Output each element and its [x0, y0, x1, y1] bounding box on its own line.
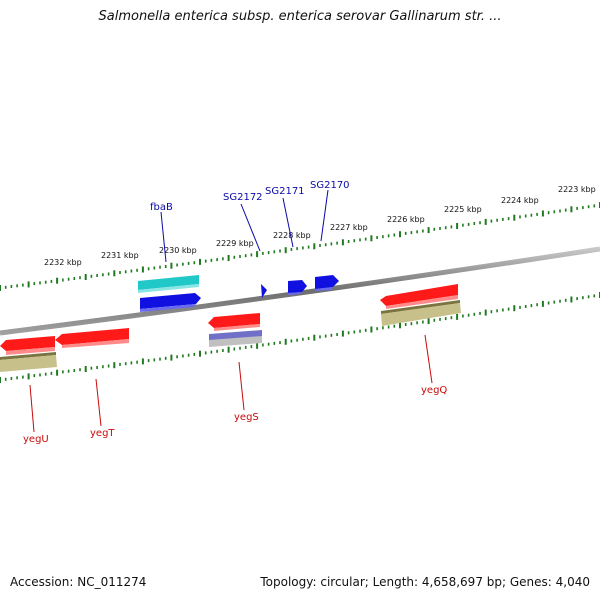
gene-SG2172[interactable] — [261, 284, 267, 298]
kbp-label: 2228 kbp — [273, 231, 311, 240]
gene-yegQ[interactable] — [380, 284, 458, 306]
map-title: Salmonella enterica subsp. enterica sero… — [98, 9, 502, 24]
topology-summary: Topology: circular; Length: 4,658,697 bp… — [260, 575, 590, 589]
feature-yegU-companion[interactable] — [0, 352, 56, 360]
kbp-label: 2230 kbp — [159, 246, 197, 255]
gene-label-SG2171[interactable]: SG2171 — [265, 186, 305, 197]
gene-yegU[interactable] — [0, 336, 55, 351]
gene-label-yegQ[interactable]: yegQ — [421, 385, 447, 396]
gene-label-yegS[interactable]: yegS — [234, 412, 259, 423]
leader-lines — [29, 189, 433, 433]
gene-label-yegU[interactable]: yegU — [23, 434, 49, 445]
kbp-label: 2225 kbp — [444, 205, 482, 214]
gene-label-SG2172[interactable]: SG2172 — [223, 192, 263, 203]
inner-tick-ring — [0, 292, 600, 383]
kbp-label: 2224 kbp — [501, 196, 539, 205]
gene-label-SG2170[interactable]: SG2170 — [310, 180, 350, 191]
gene-yegS[interactable] — [208, 313, 260, 328]
kbp-label: 2226 kbp — [387, 215, 425, 224]
kbp-label: 2232 kbp — [44, 258, 82, 267]
gene-yegT[interactable] — [55, 328, 129, 345]
kbp-label: 2223 kbp — [558, 185, 596, 194]
outer-tick-ring — [0, 202, 600, 291]
kbp-label: 2231 kbp — [101, 251, 139, 260]
gene-label-fbaB[interactable]: fbaB — [150, 202, 173, 213]
reverse-strand-features — [0, 284, 461, 372]
accession-label: Accession: NC_011274 — [10, 575, 147, 589]
kbp-label: 2229 kbp — [216, 239, 254, 248]
feature-yegQ-companion[interactable] — [381, 300, 460, 314]
forward-strand-features — [138, 275, 339, 312]
gene-SG2170[interactable] — [315, 275, 339, 289]
gene-label-yegT[interactable]: yegT — [90, 428, 115, 439]
gene-fbaB[interactable] — [140, 293, 201, 309]
gene-SG2171[interactable] — [288, 280, 307, 293]
gene-labels: fbaB SG2172 SG2171 SG2170 yegU yegT yegS… — [23, 180, 447, 445]
feature-fbaB-companion[interactable] — [138, 275, 199, 290]
kbp-labels: 2232 kbp 2231 kbp 2230 kbp 2229 kbp 2228… — [44, 185, 596, 267]
kbp-label: 2227 kbp — [330, 223, 368, 232]
